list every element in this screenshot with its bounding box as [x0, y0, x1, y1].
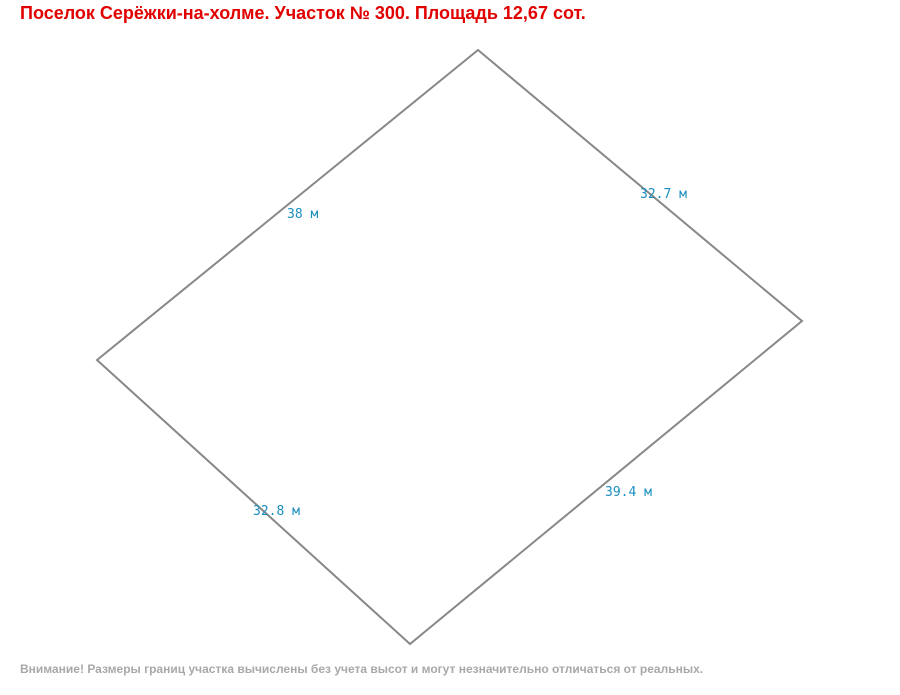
edge-label: 32.8 м: [253, 504, 300, 519]
edge-label: 39.4 м: [605, 485, 652, 500]
edge-label: 32.7 м: [640, 187, 687, 202]
plot-boundary: [95, 48, 804, 646]
footer-note: Внимание! Размеры границ участка вычисле…: [20, 662, 704, 676]
plot-title: Поселок Серёжки-на-холме. Участок № 300.…: [20, 3, 586, 23]
edge-label: 38 м: [287, 207, 318, 222]
